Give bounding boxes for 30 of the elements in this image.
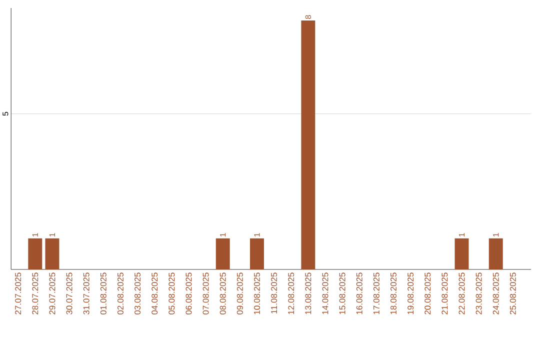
x-tick-label: 01.08.2025	[100, 272, 106, 314]
x-tick-label: 27.07.2025	[15, 272, 22, 314]
x-tick-label: 13.08.2025	[305, 272, 312, 314]
x-tick-label: 28.07.2025	[32, 272, 38, 314]
x-tick-label: 24.08.2025	[492, 272, 499, 314]
x-tick-label: 14.08.2025	[322, 272, 328, 314]
x-tick-label: 17.08.2025	[373, 272, 380, 314]
x-tick-label: 08.08.2025	[220, 272, 226, 314]
x-tick-label: 03.08.2025	[134, 272, 141, 314]
x-tick-label: 18.08.2025	[390, 272, 396, 314]
x-tick-label: 16.08.2025	[356, 272, 362, 314]
x-tick-label: 07.08.2025	[202, 272, 209, 314]
x-tick-label: 30.07.2025	[66, 272, 72, 314]
x-tick-label: 15.08.2025	[339, 272, 346, 314]
x-tick-label: 09.08.2025	[236, 272, 243, 314]
x-tick-label: 31.07.2025	[83, 272, 90, 314]
x-tick-label: 19.08.2025	[408, 272, 414, 314]
x-tick-label: 21.08.2025	[442, 272, 448, 314]
x-tick-label: 22.08.2025	[458, 272, 465, 314]
x-tick-label: 29.07.2025	[49, 272, 56, 314]
x-tick-label: 06.08.2025	[186, 272, 192, 314]
x-tick-label: 02.08.2025	[117, 272, 124, 314]
x-tick-label: 04.08.2025	[152, 272, 158, 314]
x-tick-label: 23.08.2025	[476, 272, 482, 314]
x-tick-label: 05.08.2025	[168, 272, 175, 314]
x-tick-label: 20.08.2025	[424, 272, 431, 314]
x-tick-label: 10.08.2025	[254, 272, 260, 314]
x-tick-label: 25.08.2025	[510, 272, 516, 314]
x-tick-label: 11.08.2025	[271, 272, 278, 314]
x-tick-label: 12.08.2025	[288, 272, 294, 314]
